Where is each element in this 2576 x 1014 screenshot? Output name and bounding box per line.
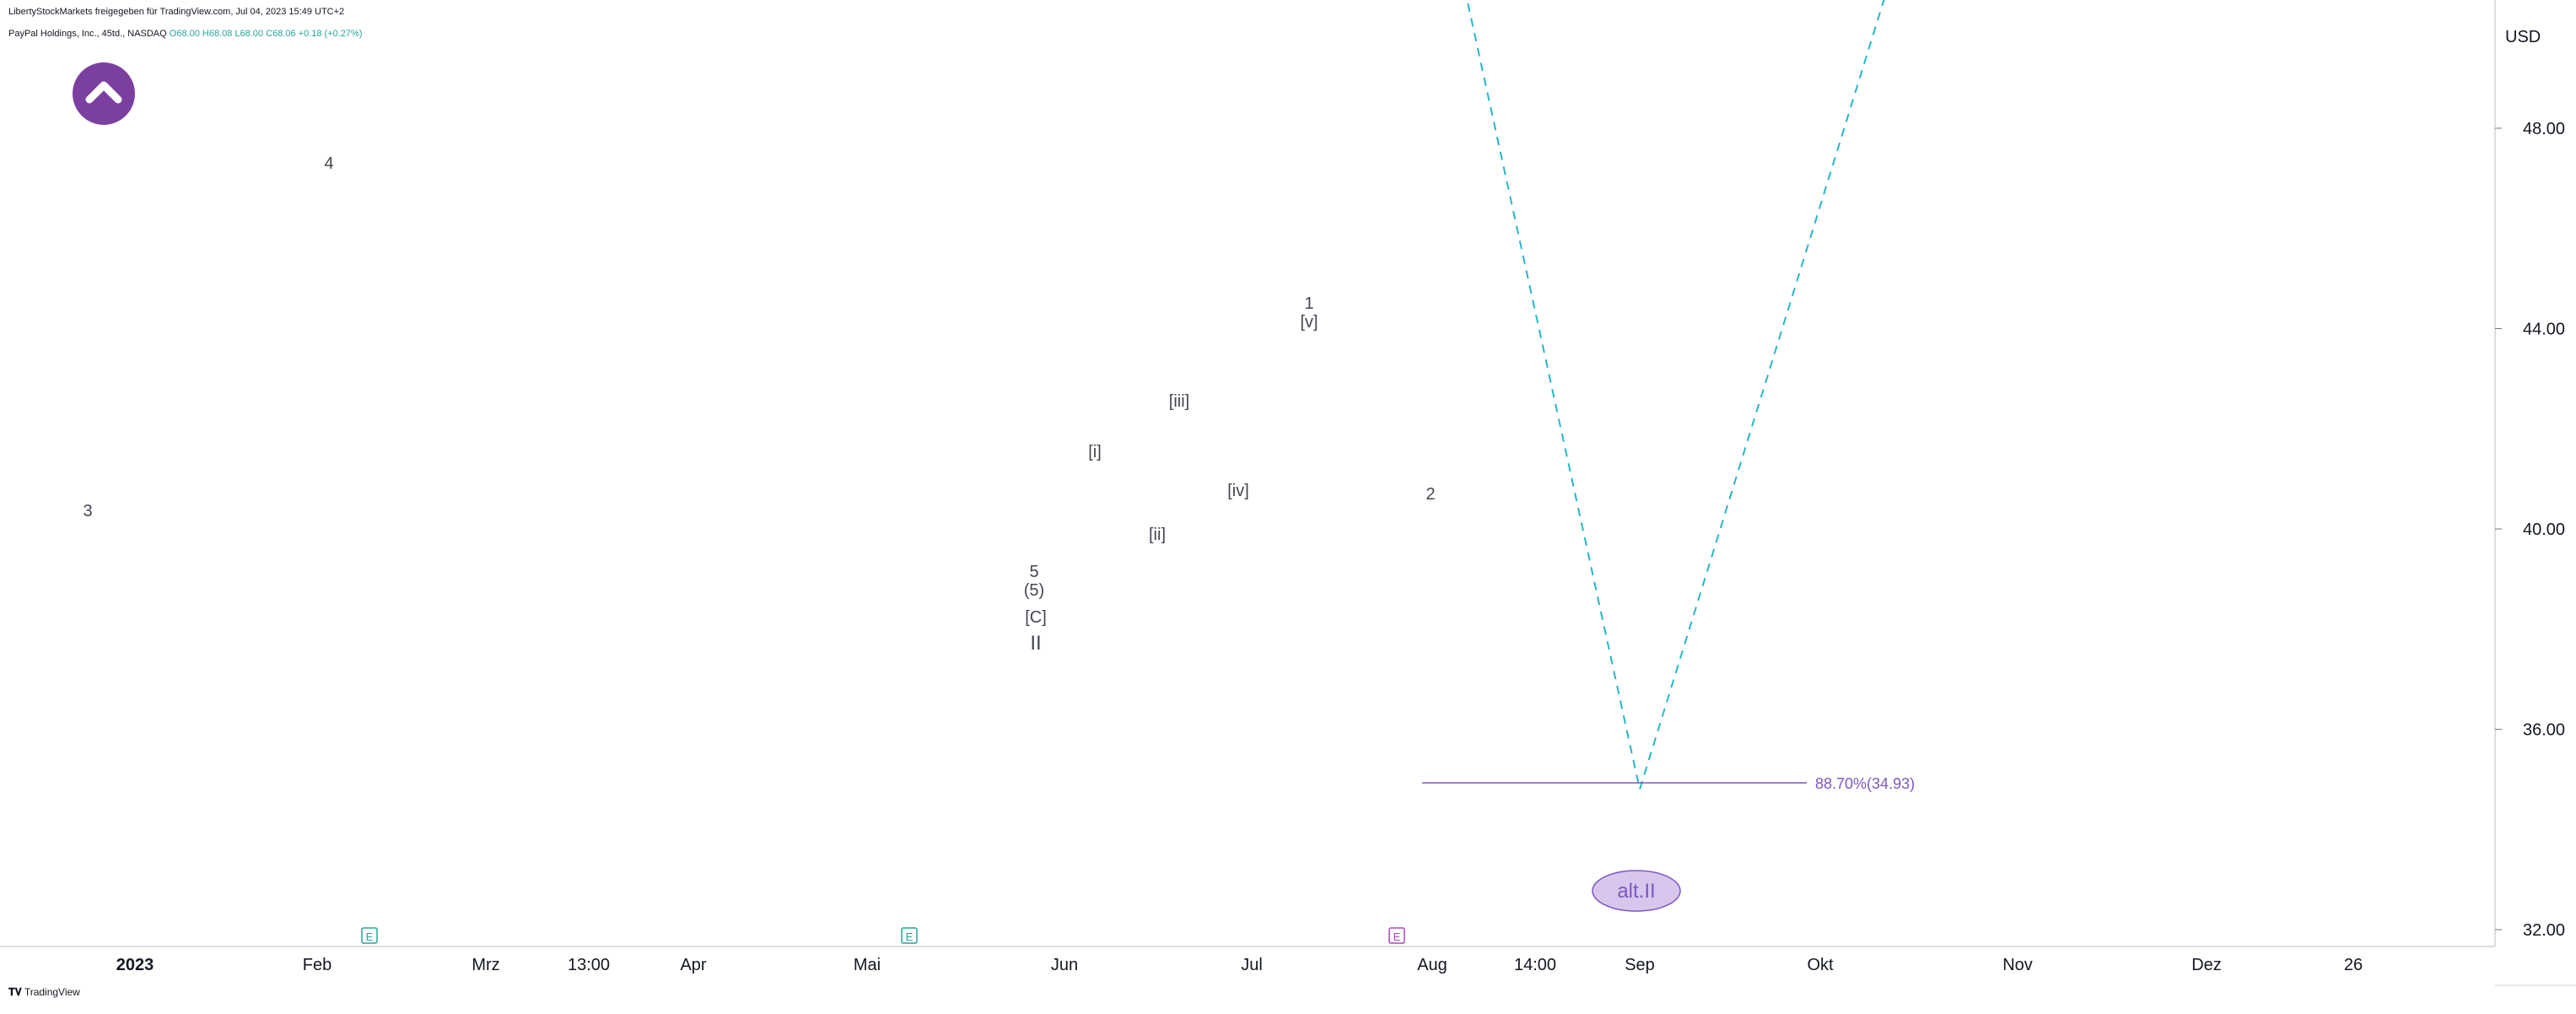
x-tick-label: 26 xyxy=(2344,956,2363,974)
event-marker-label: E xyxy=(366,930,374,943)
x-tick-label: Jun xyxy=(1051,956,1078,974)
y-tick-label: 40.00 xyxy=(2523,520,2565,539)
alt-wave-badge xyxy=(1592,870,1681,912)
x-tick-label: 13:00 xyxy=(568,956,610,974)
wave-label: 4 xyxy=(324,154,333,173)
x-tick-label: Nov xyxy=(2002,956,2033,974)
wave-label: 1 xyxy=(1304,294,1313,313)
event-marker-label: E xyxy=(1393,930,1401,943)
y-tick-label: 32.00 xyxy=(2523,921,2565,940)
event-marker-label: E xyxy=(906,930,913,943)
wave-label: (5) xyxy=(1024,581,1044,600)
x-tick-label: Mai xyxy=(854,956,881,974)
symbol-name: PayPal Holdings, Inc., 45td., NASDAQ xyxy=(8,29,167,39)
chevron-up-icon xyxy=(85,81,122,104)
wave-label: [C] xyxy=(1025,608,1047,627)
y-tick-label: 48.00 xyxy=(2523,120,2565,138)
wave-label: 5 xyxy=(1029,563,1038,581)
ohlc-values: O68.00 H68.08 L68.00 C68.06 +0.18 (+0.27… xyxy=(169,29,363,39)
x-tick-label: Aug xyxy=(1417,956,1447,974)
x-tick-label: Dez xyxy=(2191,956,2222,974)
earnings-marker-icon[interactable] xyxy=(1388,927,1405,944)
x-tick-label: Apr xyxy=(680,956,706,974)
wave-label: [iii] xyxy=(1169,392,1189,411)
x-tick-label: 2023 xyxy=(116,956,154,974)
alt-target-label: 88.70%(34.93) xyxy=(1815,775,1915,792)
wave-label: [v] xyxy=(1300,313,1318,332)
wave-label: [ii] xyxy=(1149,526,1166,544)
symbol-line: PayPal Holdings, Inc., 45td., NASDAQ O68… xyxy=(8,29,363,39)
x-tick-label: Sep xyxy=(1625,956,1655,974)
x-tick-label: Feb xyxy=(303,956,331,974)
x-tick-label: Okt xyxy=(1807,956,1834,974)
earnings-marker-icon[interactable] xyxy=(901,927,918,944)
brand-logo xyxy=(73,62,135,125)
wave-label: [i] xyxy=(1088,443,1102,461)
tradingview-logo-text: TradingView xyxy=(24,986,80,998)
x-tick-label: Jul xyxy=(1241,956,1263,974)
alt-wave-label: alt.II xyxy=(1617,880,1655,903)
wave-label: 3 xyxy=(83,502,92,520)
publisher-line: LibertyStockMarkets freigegeben für Trad… xyxy=(8,7,345,17)
wave-label: [iv] xyxy=(1227,482,1249,500)
x-tick-label: 14:00 xyxy=(1514,956,1556,974)
earnings-marker-icon[interactable] xyxy=(361,927,378,944)
x-tick-label: Mrz xyxy=(472,956,499,974)
wave-label: II xyxy=(1030,632,1041,655)
y-tick-label: 36.00 xyxy=(2523,721,2565,740)
alternate-projection-path xyxy=(1466,0,1885,793)
tradingview-logo[interactable]: 𝐓𝐕 TradingView xyxy=(8,986,80,998)
wave-label: 2 xyxy=(1425,485,1435,504)
y-tick-label: 44.00 xyxy=(2523,321,2565,339)
currency-label: USD xyxy=(2505,28,2541,46)
